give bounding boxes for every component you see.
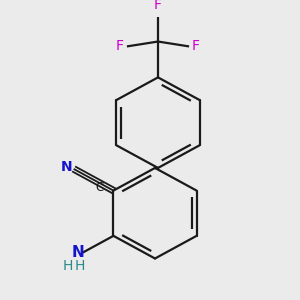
Text: H: H bbox=[75, 259, 85, 273]
Text: N: N bbox=[61, 160, 72, 173]
Text: N: N bbox=[72, 245, 85, 260]
Text: F: F bbox=[192, 39, 200, 53]
Text: F: F bbox=[116, 39, 124, 53]
Text: F: F bbox=[154, 0, 162, 12]
Text: H: H bbox=[63, 259, 73, 273]
Text: C: C bbox=[96, 181, 104, 194]
